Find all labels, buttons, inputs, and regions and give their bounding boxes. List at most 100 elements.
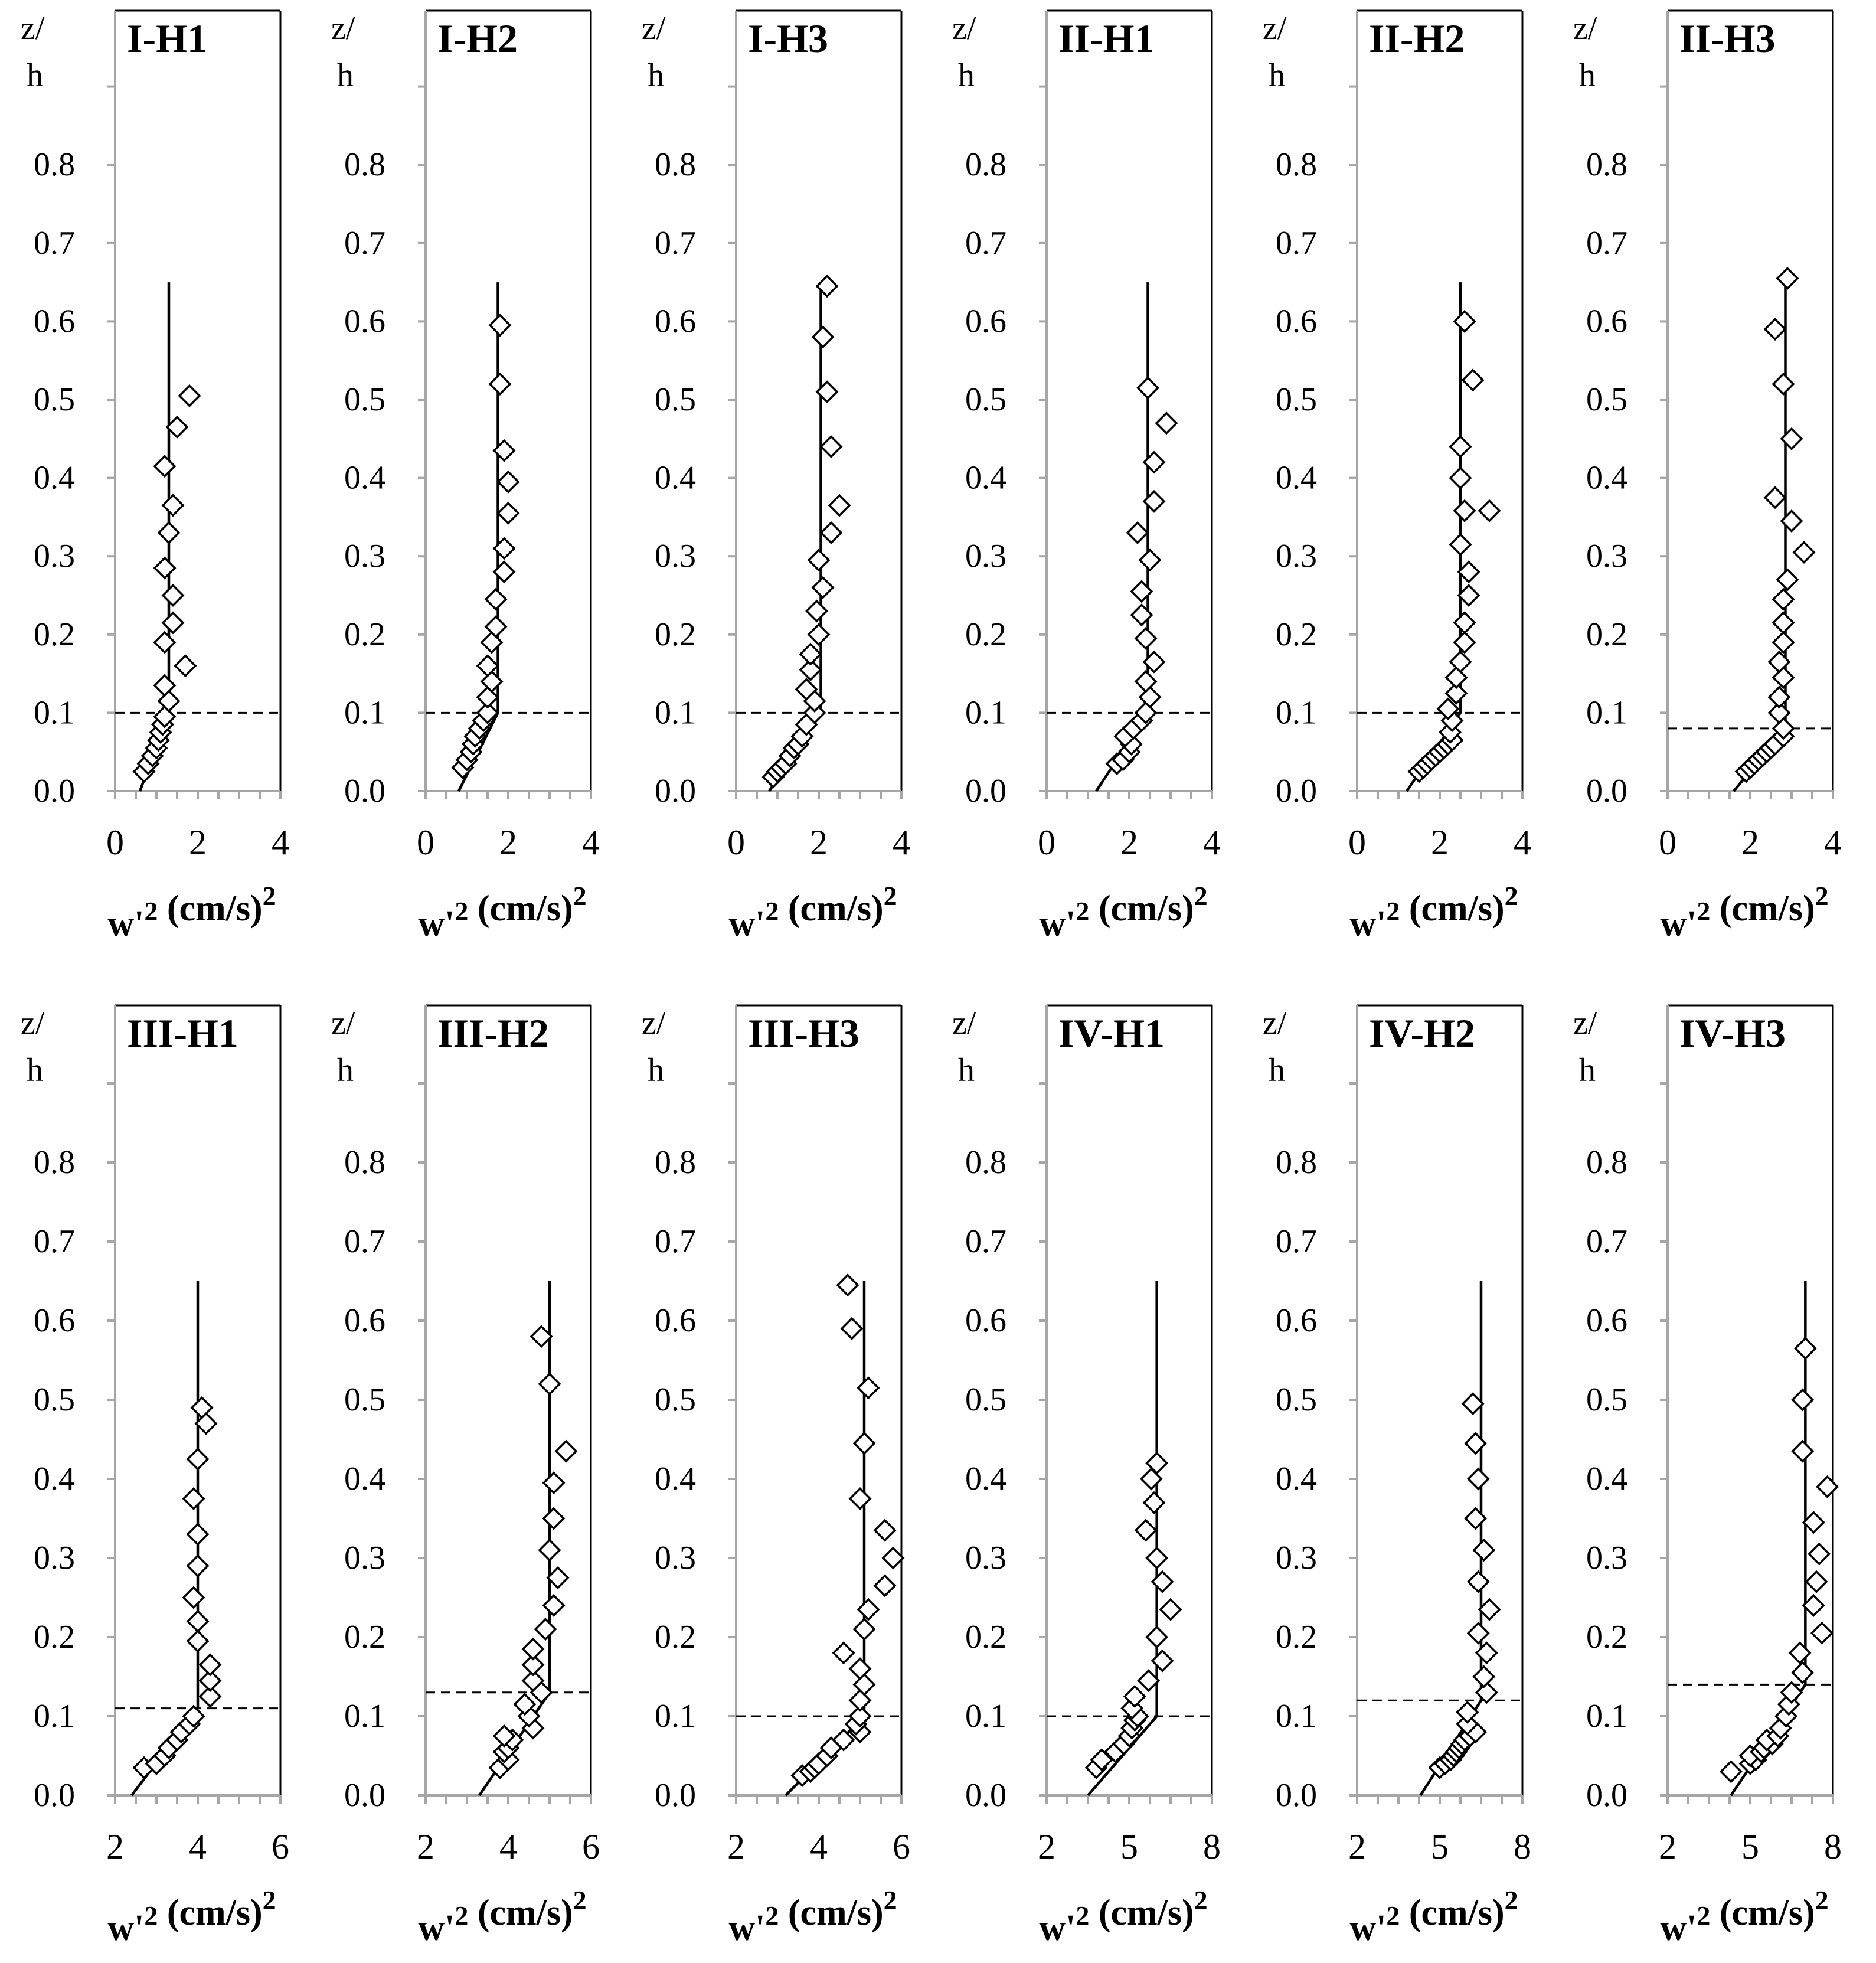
- data-point: [484, 587, 508, 611]
- panel-title: IV-H3: [1679, 1011, 1786, 1056]
- panel-title: II-H3: [1679, 16, 1775, 61]
- data-point: [1772, 631, 1795, 654]
- fit-line: [1087, 1281, 1158, 1797]
- x-tick-label: 0: [106, 823, 124, 862]
- data-point: [1791, 1661, 1815, 1684]
- x-axis-label: w'2 (cm/s)2: [107, 1885, 276, 1948]
- data-point: [852, 1673, 876, 1696]
- data-point: [1802, 1593, 1825, 1617]
- data-point: [1475, 1641, 1498, 1665]
- data-point: [488, 313, 512, 337]
- y-axis-label-top: z/: [21, 10, 45, 47]
- x-axis-label: w'2 (cm/s)2: [1039, 1885, 1207, 1948]
- x-tick-label: 2: [1741, 823, 1759, 862]
- data-point: [1719, 1760, 1743, 1784]
- y-axis-label-top: z/: [1263, 10, 1287, 47]
- y-tick-label: 0.7: [344, 1223, 385, 1260]
- y-tick-label: 0.5: [655, 381, 696, 418]
- x-tick-label: 2: [1431, 823, 1449, 862]
- data-point: [476, 654, 499, 678]
- y-tick-label: 0.2: [655, 616, 696, 653]
- y-tick-label: 0.4: [965, 460, 1006, 497]
- x-tick-label: 6: [272, 1827, 289, 1866]
- y-tick-label: 0.2: [34, 616, 75, 653]
- data-point: [1449, 533, 1472, 556]
- y-tick-label: 0.7: [1586, 225, 1627, 262]
- y-tick-label: 0.1: [965, 694, 1006, 731]
- y-tick-label: 0.7: [965, 1223, 1006, 1260]
- y-tick-label: 0.7: [965, 225, 1006, 262]
- data-point: [546, 1566, 570, 1589]
- y-axis-label-top: z/: [642, 10, 666, 47]
- y-tick-label: 0.7: [34, 1223, 75, 1260]
- data-point: [480, 669, 504, 693]
- data-point: [198, 1685, 222, 1708]
- y-tick-label: 0.7: [1276, 1223, 1317, 1260]
- data-point: [161, 494, 185, 517]
- data-point: [1767, 650, 1791, 674]
- data-point: [840, 1317, 864, 1340]
- data-point: [534, 1618, 557, 1641]
- data-point: [1810, 1621, 1833, 1645]
- y-axis-label-top: z/: [21, 1005, 45, 1041]
- data-point: [1436, 697, 1460, 721]
- data-point: [1142, 450, 1166, 474]
- data-point: [1472, 1539, 1496, 1562]
- x-axis-label: w'2 (cm/s)2: [1349, 881, 1518, 944]
- x-tick-label: 6: [893, 1827, 910, 1866]
- panel-iii-h1: 0.0 0.1 0.2 0.3 0.4 0.5 0.6 0.7 0.8 z/h 2 4 6 w'2 (cm…: [21, 1004, 289, 1948]
- data-point: [186, 1629, 210, 1653]
- x-tick-label: 4: [582, 823, 600, 862]
- data-point: [1466, 1467, 1490, 1491]
- data-point: [1464, 1432, 1488, 1455]
- data-point: [186, 1554, 210, 1577]
- x-tick-label: 0: [1659, 823, 1676, 862]
- y-tick-label: 0.0: [1586, 1777, 1627, 1814]
- data-point: [1478, 499, 1501, 522]
- data-point: [1444, 681, 1468, 705]
- y-tick-label: 0.2: [1586, 616, 1627, 653]
- data-point: [1145, 1546, 1169, 1570]
- data-point: [554, 1439, 578, 1463]
- data-point: [1466, 1621, 1490, 1645]
- panel-i-h1: 0.0 0.1 0.2 0.3 0.4 0.5 0.6 0.7 0.8 z/h 0 2 4 w'2 (cm…: [21, 9, 289, 944]
- y-tick-label: 0.5: [1586, 1381, 1627, 1418]
- data-point: [538, 1372, 561, 1396]
- x-tick-label: 2: [499, 823, 517, 862]
- panel-title: I-H1: [127, 16, 207, 61]
- data-point: [1478, 1598, 1501, 1621]
- data-point: [1142, 650, 1166, 674]
- data-point: [832, 1641, 855, 1665]
- data-point: [538, 1539, 561, 1562]
- y-tick-label: 0.4: [34, 1461, 75, 1497]
- y-axis-label-bottom: h: [337, 57, 354, 94]
- panel-title: III-H1: [127, 1011, 238, 1056]
- y-tick-label: 0.6: [965, 303, 1006, 339]
- data-point: [799, 642, 822, 666]
- data-point: [1142, 1491, 1166, 1514]
- x-tick-label: 4: [272, 823, 289, 862]
- data-point: [1138, 548, 1162, 572]
- data-point: [1155, 411, 1178, 435]
- data-point: [795, 678, 818, 701]
- y-tick-label: 0.3: [965, 1540, 1006, 1576]
- y-tick-label: 0.1: [34, 1698, 75, 1735]
- panel-iv-h3: 0.0 0.1 0.2 0.3 0.4 0.5 0.6 0.7 0.8 z/h 2 5 8 w'2 (cm…: [1573, 1004, 1842, 1948]
- data-point: [496, 501, 520, 525]
- y-tick-label: 0.0: [655, 1777, 696, 1814]
- data-point: [513, 1693, 537, 1716]
- data-point: [1456, 1700, 1479, 1724]
- y-tick-label: 0.7: [1586, 1223, 1627, 1260]
- y-tick-label: 0.6: [1586, 1302, 1627, 1339]
- data-point: [1772, 666, 1795, 690]
- y-axis-label-top: z/: [952, 10, 976, 47]
- y-tick-label: 0.2: [1276, 1619, 1317, 1655]
- y-axis-label-bottom: h: [1269, 57, 1285, 94]
- data-point: [832, 1728, 855, 1752]
- y-tick-label: 0.6: [344, 1302, 385, 1339]
- data-point: [1780, 509, 1803, 533]
- x-axis-label: w'2 (cm/s)2: [728, 881, 897, 944]
- data-point: [492, 560, 516, 584]
- y-tick-label: 0.1: [1586, 694, 1627, 731]
- data-point: [1805, 1570, 1828, 1593]
